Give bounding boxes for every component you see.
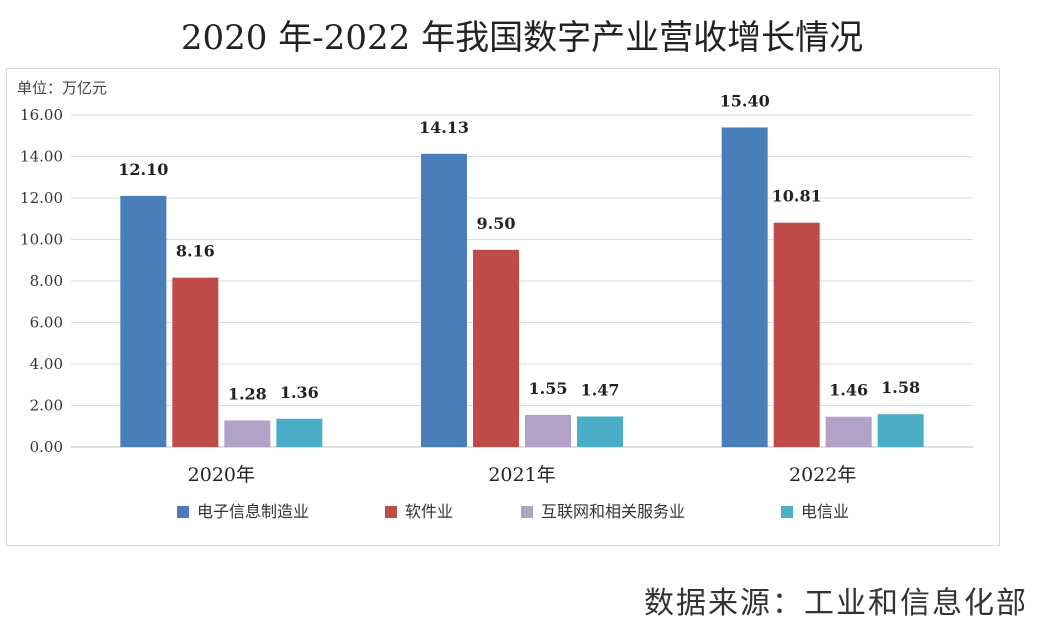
legend-label: 软件业 <box>405 502 453 521</box>
data-label: 1.55 <box>529 379 568 398</box>
y-tick-label: 14.00 <box>20 148 63 166</box>
data-source: 数据来源：工业和信息化部 <box>644 586 1028 621</box>
legend-label: 电信业 <box>801 502 849 521</box>
legend-swatch <box>385 506 397 518</box>
y-tick-label: 12.00 <box>20 189 63 207</box>
y-tick-label: 2.00 <box>30 397 63 415</box>
legend-swatch <box>177 506 189 518</box>
bar-3-2 <box>525 414 571 447</box>
data-label: 10.81 <box>772 187 822 206</box>
bar-4-2 <box>577 416 623 447</box>
bar-2-3 <box>773 222 820 447</box>
data-label: 1.28 <box>228 384 267 403</box>
bar-1-1 <box>120 195 167 447</box>
bar-2-2 <box>473 249 519 447</box>
legend-swatch <box>781 506 793 518</box>
bar-chart: 单位：万亿元 0.00 2.00 4.00 6.00 8.00 10.00 12.00 14.0… <box>17 79 973 521</box>
legend-label: 电子信息制造业 <box>197 502 309 521</box>
chart-area: 单位：万亿元 0.00 2.00 4.00 6.00 8.00 10.00 12.00 14.0… <box>6 68 1000 546</box>
data-label: 8.16 <box>176 242 215 261</box>
legend-swatch <box>521 506 533 518</box>
data-label: 12.10 <box>118 160 168 179</box>
bar-2-1 <box>172 277 219 447</box>
data-label: 1.36 <box>280 383 319 402</box>
bar-3-3 <box>825 416 872 447</box>
chart-title: 2020 年-2022 年我国数字产业营收增长情况 <box>180 18 864 58</box>
bar-4-3 <box>877 414 924 447</box>
data-label: 9.50 <box>477 214 516 233</box>
bar-4-1 <box>276 418 323 447</box>
y-tick-label: 4.00 <box>30 355 63 373</box>
bar-1-2 <box>421 153 467 447</box>
data-label: 1.46 <box>829 381 868 400</box>
bar-1-3 <box>721 127 768 447</box>
data-label: 14.13 <box>419 118 469 137</box>
data-label: 15.40 <box>720 91 770 110</box>
y-tick-label: 8.00 <box>30 272 63 290</box>
legend-label: 互联网和相关服务业 <box>541 502 685 521</box>
x-tick-label: 2022年 <box>789 464 856 486</box>
y-tick-label: 6.00 <box>30 314 63 332</box>
y-tick-label: 10.00 <box>20 231 63 249</box>
y-axis-unit-label: 单位：万亿元 <box>17 79 107 97</box>
bar-3-1 <box>224 420 271 447</box>
y-tick-label: 0.00 <box>30 438 63 456</box>
y-tick-label: 16.00 <box>20 106 63 124</box>
x-tick-label: 2020年 <box>188 464 255 486</box>
data-label: 1.58 <box>881 378 920 397</box>
data-label: 1.47 <box>581 380 620 399</box>
x-tick-label: 2021年 <box>488 464 555 486</box>
